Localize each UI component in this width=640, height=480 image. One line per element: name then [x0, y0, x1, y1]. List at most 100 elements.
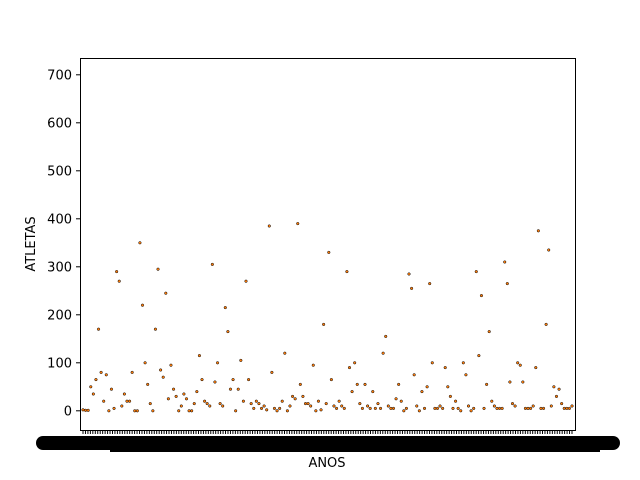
data-point [498, 406, 502, 410]
data-point [448, 394, 452, 398]
data-point [223, 306, 227, 310]
data-point [267, 224, 271, 228]
data-point [107, 409, 111, 413]
data-point [262, 404, 266, 408]
data-point [417, 409, 421, 413]
data-point [485, 382, 489, 386]
data-point [270, 370, 274, 374]
data-point [311, 363, 315, 367]
data-point [241, 399, 245, 403]
data-point [518, 363, 522, 367]
data-point [221, 404, 225, 408]
y-tick-label: 100 [47, 356, 72, 371]
data-point [466, 404, 471, 408]
data-point [329, 378, 333, 382]
data-point [335, 406, 339, 410]
data-point [347, 366, 352, 370]
data-point [510, 402, 515, 406]
data-point [415, 404, 419, 408]
data-point [324, 402, 328, 406]
data-point [554, 394, 559, 398]
data-point [521, 380, 525, 384]
data-point [99, 370, 103, 374]
data-point [159, 368, 163, 372]
data-point [531, 404, 535, 408]
data-point [350, 390, 354, 394]
data-point [479, 294, 483, 298]
data-point [283, 351, 287, 355]
data-point [503, 260, 507, 264]
data-point [433, 406, 437, 410]
data-point [148, 402, 152, 406]
data-point [218, 402, 222, 406]
data-point [156, 267, 160, 271]
data-point [464, 373, 468, 377]
data-point [89, 385, 93, 389]
data-point [381, 351, 385, 355]
data-point [291, 394, 295, 398]
data-point [231, 378, 235, 382]
data-point [257, 402, 261, 406]
data-point [293, 397, 297, 401]
data-point [562, 406, 566, 410]
data-point [133, 409, 137, 413]
data-point [143, 361, 147, 365]
data-point [153, 327, 157, 331]
data-point [96, 327, 101, 331]
data-point [570, 404, 574, 408]
data-point [435, 406, 440, 410]
data-point [210, 262, 214, 266]
data-point [376, 402, 380, 406]
data-point [552, 385, 556, 389]
data-point [306, 402, 310, 406]
data-point [355, 382, 359, 386]
data-point [342, 406, 346, 410]
data-point [366, 404, 370, 408]
data-point [378, 406, 383, 410]
data-point [146, 382, 150, 386]
data-point [319, 408, 323, 412]
data-point [164, 291, 168, 295]
data-point [179, 404, 183, 408]
data-point [112, 406, 116, 410]
data-point [91, 392, 95, 396]
data-point [184, 397, 189, 401]
data-point [345, 270, 349, 274]
data-point [371, 390, 375, 394]
data-point [477, 354, 481, 358]
data-point [244, 279, 248, 283]
data-point [84, 408, 88, 412]
data-point [363, 382, 367, 386]
y-axis-ticks: 0 100 200 300 400 500 600 700 [47, 68, 80, 419]
data-point [190, 409, 194, 413]
data-point [166, 397, 170, 401]
data-point [529, 406, 533, 410]
data-point [461, 361, 465, 365]
data-point [278, 406, 282, 410]
data-point [102, 399, 106, 403]
data-point [265, 408, 269, 412]
x-axis-title: ANOS [308, 456, 345, 471]
data-point [565, 406, 569, 410]
data-point [428, 282, 432, 286]
data-point [236, 387, 240, 391]
y-tick-label: 500 [47, 164, 72, 179]
data-point [254, 399, 258, 403]
data-point [259, 406, 264, 410]
data-point [298, 382, 302, 386]
data-point [192, 402, 196, 406]
data-point [469, 409, 473, 413]
data-point [472, 406, 476, 410]
data-point [138, 241, 142, 245]
data-points [81, 222, 574, 413]
data-point [187, 409, 191, 413]
data-point [541, 406, 546, 410]
data-point [547, 248, 551, 252]
data-point [303, 402, 308, 406]
data-point [495, 406, 499, 410]
data-point [86, 408, 90, 412]
data-point [391, 406, 396, 410]
data-point [526, 406, 530, 410]
